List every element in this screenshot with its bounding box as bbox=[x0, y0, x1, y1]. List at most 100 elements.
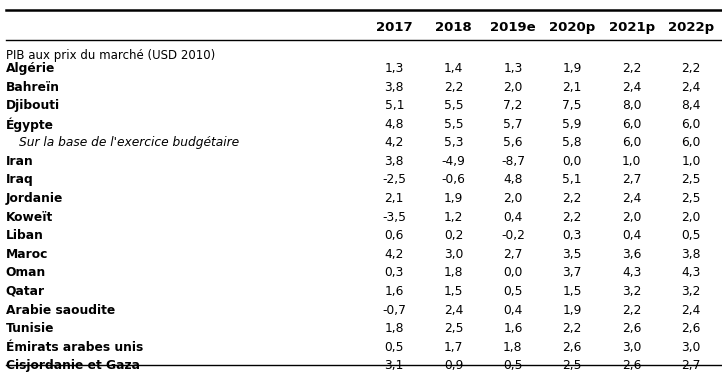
Text: 1,7: 1,7 bbox=[444, 341, 464, 354]
Text: 2021p: 2021p bbox=[609, 21, 655, 34]
Text: 1,5: 1,5 bbox=[562, 285, 582, 298]
Text: 0,4: 0,4 bbox=[622, 229, 641, 242]
Text: 4,3: 4,3 bbox=[622, 267, 641, 279]
Text: 3,7: 3,7 bbox=[562, 267, 582, 279]
Text: 5,6: 5,6 bbox=[503, 136, 523, 149]
Text: 1,6: 1,6 bbox=[503, 322, 523, 335]
Text: Égypte: Égypte bbox=[6, 118, 53, 132]
Text: 2,5: 2,5 bbox=[681, 192, 700, 205]
Text: 2,2: 2,2 bbox=[681, 62, 700, 75]
Text: 3,0: 3,0 bbox=[444, 248, 464, 261]
Text: -3,5: -3,5 bbox=[382, 211, 406, 224]
Text: 2,5: 2,5 bbox=[562, 359, 582, 372]
Text: 2022p: 2022p bbox=[668, 21, 714, 34]
Text: Émirats arabes unis: Émirats arabes unis bbox=[6, 341, 143, 354]
Text: 2,0: 2,0 bbox=[622, 211, 641, 224]
Text: 5,1: 5,1 bbox=[385, 99, 404, 112]
Text: 3,6: 3,6 bbox=[622, 248, 641, 261]
Text: 1,8: 1,8 bbox=[503, 341, 523, 354]
Text: 0,5: 0,5 bbox=[681, 229, 700, 242]
Text: -0,7: -0,7 bbox=[383, 304, 406, 316]
Text: 1,0: 1,0 bbox=[622, 155, 641, 168]
Text: 3,2: 3,2 bbox=[622, 285, 641, 298]
Text: 2,7: 2,7 bbox=[681, 359, 700, 372]
Text: -2,5: -2,5 bbox=[382, 173, 406, 187]
Text: Sur la base de l'exercice budgétaire: Sur la base de l'exercice budgétaire bbox=[19, 136, 239, 149]
Text: -0,2: -0,2 bbox=[501, 229, 525, 242]
Text: Iraq: Iraq bbox=[6, 173, 33, 187]
Text: 2,0: 2,0 bbox=[503, 192, 523, 205]
Text: 2,5: 2,5 bbox=[681, 173, 700, 187]
Text: 2,1: 2,1 bbox=[562, 81, 582, 93]
Text: 4,2: 4,2 bbox=[385, 136, 404, 149]
Text: 2,4: 2,4 bbox=[622, 192, 641, 205]
Text: 0,5: 0,5 bbox=[385, 341, 404, 354]
Text: 1,9: 1,9 bbox=[444, 192, 464, 205]
Text: 0,4: 0,4 bbox=[503, 304, 523, 316]
Text: 3,8: 3,8 bbox=[681, 248, 700, 261]
Text: 0,9: 0,9 bbox=[444, 359, 464, 372]
Text: 2,7: 2,7 bbox=[503, 248, 523, 261]
Text: 1,4: 1,4 bbox=[444, 62, 464, 75]
Text: 1,3: 1,3 bbox=[385, 62, 404, 75]
Text: 6,0: 6,0 bbox=[622, 136, 641, 149]
Text: 3,8: 3,8 bbox=[385, 155, 404, 168]
Text: 1,5: 1,5 bbox=[444, 285, 464, 298]
Text: Oman: Oman bbox=[6, 267, 46, 279]
Text: 8,0: 8,0 bbox=[622, 99, 641, 112]
Text: Maroc: Maroc bbox=[6, 248, 48, 261]
Text: 3,0: 3,0 bbox=[622, 341, 641, 354]
Text: 2,2: 2,2 bbox=[622, 304, 641, 316]
Text: 0,5: 0,5 bbox=[503, 285, 523, 298]
Text: Koweït: Koweït bbox=[6, 211, 53, 224]
Text: 4,8: 4,8 bbox=[385, 118, 404, 131]
Text: 0,5: 0,5 bbox=[503, 359, 523, 372]
Text: 2,4: 2,4 bbox=[681, 304, 700, 316]
Text: Qatar: Qatar bbox=[6, 285, 45, 298]
Text: -4,9: -4,9 bbox=[442, 155, 466, 168]
Text: 2,6: 2,6 bbox=[562, 341, 582, 354]
Text: 2020p: 2020p bbox=[549, 21, 596, 34]
Text: -0,6: -0,6 bbox=[442, 173, 466, 187]
Text: 6,0: 6,0 bbox=[681, 136, 700, 149]
Text: 5,7: 5,7 bbox=[503, 118, 523, 131]
Text: 1,9: 1,9 bbox=[562, 304, 582, 316]
Text: 6,0: 6,0 bbox=[622, 118, 641, 131]
Text: 1,6: 1,6 bbox=[385, 285, 404, 298]
Text: 1,3: 1,3 bbox=[503, 62, 523, 75]
Text: 2017: 2017 bbox=[376, 21, 412, 34]
Text: 0,4: 0,4 bbox=[503, 211, 523, 224]
Text: 2,0: 2,0 bbox=[681, 211, 700, 224]
Text: 0,0: 0,0 bbox=[503, 267, 523, 279]
Text: 3,1: 3,1 bbox=[385, 359, 404, 372]
Text: 0,2: 0,2 bbox=[444, 229, 464, 242]
Text: 1,0: 1,0 bbox=[681, 155, 700, 168]
Text: Algérie: Algérie bbox=[6, 62, 55, 75]
Text: 2,2: 2,2 bbox=[562, 192, 582, 205]
Text: 2,2: 2,2 bbox=[562, 322, 582, 335]
Text: 3,5: 3,5 bbox=[562, 248, 582, 261]
Text: 2,2: 2,2 bbox=[622, 62, 641, 75]
Text: 2,6: 2,6 bbox=[622, 322, 641, 335]
Text: 0,6: 0,6 bbox=[385, 229, 404, 242]
Text: 2,4: 2,4 bbox=[622, 81, 641, 93]
Text: 4,2: 4,2 bbox=[385, 248, 404, 261]
Text: 5,1: 5,1 bbox=[562, 173, 582, 187]
Text: 2,7: 2,7 bbox=[622, 173, 641, 187]
Text: 2018: 2018 bbox=[435, 21, 472, 34]
Text: Tunisie: Tunisie bbox=[6, 322, 54, 335]
Text: 0,3: 0,3 bbox=[385, 267, 404, 279]
Text: 5,9: 5,9 bbox=[562, 118, 582, 131]
Text: 2,4: 2,4 bbox=[444, 304, 464, 316]
Text: 2,6: 2,6 bbox=[622, 359, 641, 372]
Text: 0,3: 0,3 bbox=[562, 229, 582, 242]
Text: 6,0: 6,0 bbox=[681, 118, 700, 131]
Text: Liban: Liban bbox=[6, 229, 43, 242]
Text: Arabie saoudite: Arabie saoudite bbox=[6, 304, 115, 316]
Text: 2,2: 2,2 bbox=[444, 81, 464, 93]
Text: 4,3: 4,3 bbox=[681, 267, 700, 279]
Text: 1,8: 1,8 bbox=[385, 322, 404, 335]
Text: 7,5: 7,5 bbox=[562, 99, 582, 112]
Text: -8,7: -8,7 bbox=[501, 155, 525, 168]
Text: 1,2: 1,2 bbox=[444, 211, 464, 224]
